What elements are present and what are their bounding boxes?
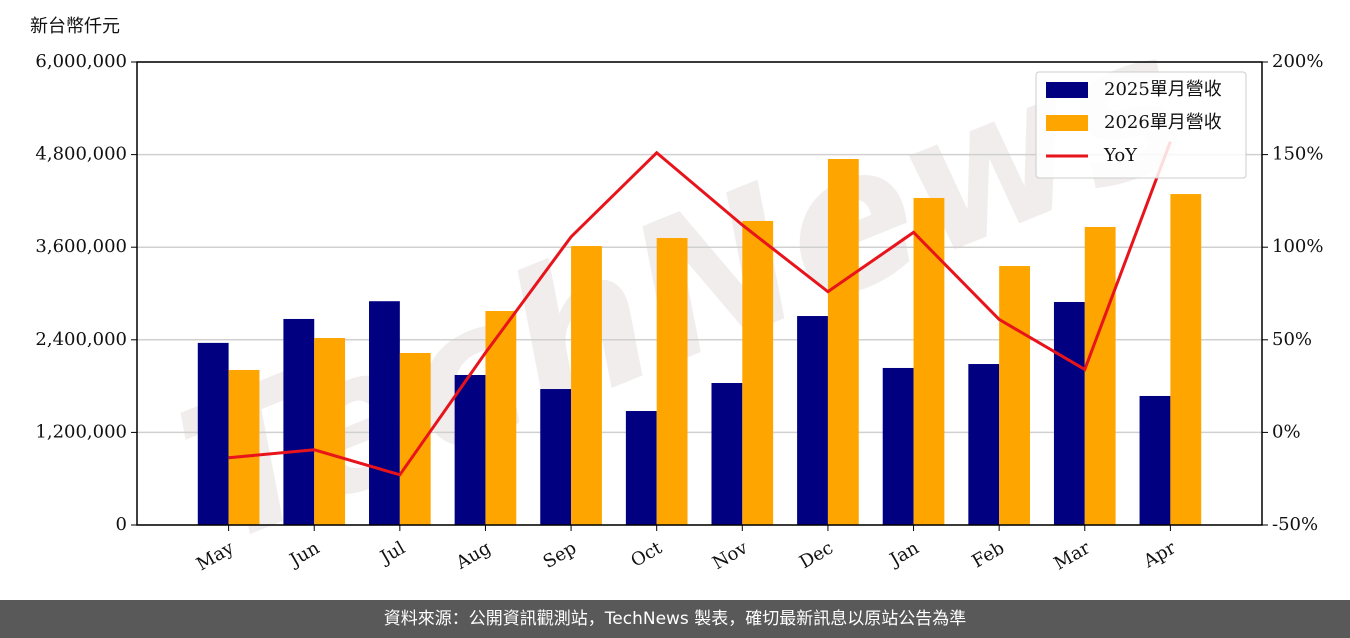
x-tick-label: Jul xyxy=(375,537,409,569)
y2-tick-label: 150% xyxy=(1272,144,1323,165)
bar xyxy=(742,220,774,526)
x-tick-label: Oct xyxy=(627,537,666,572)
legend-box xyxy=(1035,71,1247,179)
x-tick-label: Dec xyxy=(796,537,837,573)
legend-label: 2026單月營收 xyxy=(1104,112,1222,133)
x-tick-label: Jan xyxy=(885,537,923,571)
legend-label: 2025單月營收 xyxy=(1104,79,1222,100)
bar xyxy=(197,342,229,525)
x-tick-label: Sep xyxy=(540,537,580,572)
chart: 新台幣仟元 TechNews01,200,0002,400,0003,600,0… xyxy=(30,0,1323,588)
bar xyxy=(999,266,1030,525)
legend-label: YoY xyxy=(1103,145,1138,166)
x-tick-label: Mar xyxy=(1051,537,1095,574)
bar xyxy=(656,238,688,526)
legend-swatch xyxy=(1046,115,1088,131)
bar xyxy=(913,197,945,526)
y2-tick-label: 100% xyxy=(1272,236,1323,257)
line xyxy=(228,141,1172,477)
x-tick-label: Feb xyxy=(968,537,1008,572)
y2-tick-label: -50% xyxy=(1272,514,1318,535)
plot-frame xyxy=(136,61,1263,526)
bar xyxy=(454,374,486,525)
y-tick-label: 3,600,000 xyxy=(35,236,127,257)
bar xyxy=(283,318,315,525)
bar xyxy=(625,411,657,525)
bar xyxy=(711,383,743,525)
y2-tick-label: 200% xyxy=(1272,51,1323,72)
y-tick-label: 4,800,000 xyxy=(35,144,127,165)
x-tick-label: Aug xyxy=(452,537,495,574)
x-tick-label: Nov xyxy=(709,537,752,574)
y2-tick-label: 50% xyxy=(1272,329,1312,350)
bar xyxy=(228,369,260,525)
bar xyxy=(1084,226,1116,525)
bar xyxy=(968,364,1000,525)
x-tick-label: Apr xyxy=(1139,537,1179,572)
bar xyxy=(540,389,572,525)
footer: 資料來源：公開資訊觀測站，TechNews 製表，確切最新訊息以原站公告為準 xyxy=(0,600,1350,638)
bar xyxy=(882,367,914,525)
bar xyxy=(571,246,602,526)
bar xyxy=(797,316,828,525)
bar xyxy=(1170,194,1202,525)
y-unit-label: 新台幣仟元 xyxy=(30,16,120,37)
y2-tick-label: 0% xyxy=(1272,421,1301,442)
bar xyxy=(314,338,346,525)
y-tick-label: 2,400,000 xyxy=(35,329,127,350)
y-tick-label: 6,000,000 xyxy=(35,51,127,72)
bar xyxy=(1053,301,1085,525)
bar xyxy=(827,158,859,525)
bar xyxy=(485,311,517,525)
bar xyxy=(1139,395,1171,525)
y-tick-label: 1,200,000 xyxy=(35,421,127,442)
bar xyxy=(369,301,400,525)
y-tick-label: 0 xyxy=(116,514,127,535)
legend-swatch xyxy=(1046,82,1088,98)
